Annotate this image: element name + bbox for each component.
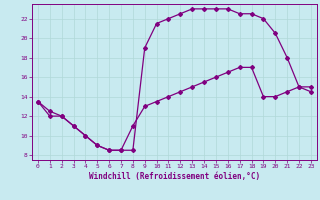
X-axis label: Windchill (Refroidissement éolien,°C): Windchill (Refroidissement éolien,°C) [89, 172, 260, 181]
